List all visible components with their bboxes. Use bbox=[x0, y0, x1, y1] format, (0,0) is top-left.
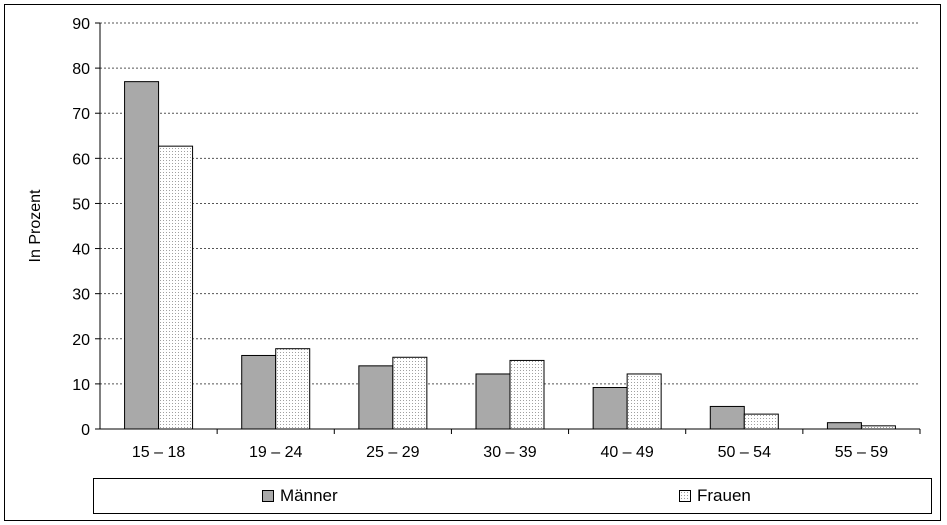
x-tick-label: 50 – 54 bbox=[718, 444, 771, 461]
y-tick-label: 30 bbox=[72, 287, 90, 304]
y-tick-label: 20 bbox=[72, 332, 90, 349]
x-tick-label: 30 – 39 bbox=[483, 444, 536, 461]
bar-frauen bbox=[158, 145, 194, 430]
bar-maenner bbox=[358, 365, 394, 430]
x-axis-ticks: 15 – 18 19 – 24 25 – 29 30 – 39 40 – 49 50 – … bbox=[132, 444, 888, 461]
bar-frauen bbox=[626, 373, 662, 430]
bar-frauen bbox=[743, 413, 779, 430]
grid-lines bbox=[100, 22, 920, 385]
y-tick-label: 0 bbox=[81, 422, 90, 439]
y-tick-label: 80 bbox=[72, 61, 90, 78]
legend: Männer Frauen bbox=[93, 478, 932, 514]
bar-maenner bbox=[241, 354, 277, 430]
bar-frauen bbox=[509, 359, 545, 430]
bar-maenner bbox=[124, 81, 160, 430]
legend-item-frauen: Frauen bbox=[679, 486, 751, 506]
x-tick-label: 15 – 18 bbox=[132, 444, 185, 461]
x-tick-label: 55 – 59 bbox=[835, 444, 888, 461]
legend-swatch-frauen bbox=[679, 490, 691, 502]
bar-frauen bbox=[392, 356, 428, 430]
bar-frauen bbox=[275, 348, 311, 430]
bar-chart: 0 10 20 30 40 50 60 70 80 90 15 – 18 19 – 24 25 – 2… bbox=[27, 16, 921, 461]
bars bbox=[124, 81, 896, 430]
y-tick-label: 10 bbox=[72, 377, 90, 394]
x-tick-label: 25 – 29 bbox=[366, 444, 419, 461]
y-axis-label: In Prozent bbox=[27, 189, 44, 262]
y-axis-ticks: 0 10 20 30 40 50 60 70 80 90 bbox=[72, 16, 90, 439]
y-tick-label: 60 bbox=[72, 151, 90, 168]
x-tick-label: 19 – 24 bbox=[249, 444, 302, 461]
bar-maenner bbox=[592, 386, 628, 430]
legend-label-frauen: Frauen bbox=[697, 486, 751, 505]
y-tick-label: 90 bbox=[72, 16, 90, 33]
axes bbox=[95, 22, 921, 434]
bar-maenner bbox=[826, 422, 862, 430]
bar-maenner bbox=[709, 405, 745, 430]
y-tick-label: 50 bbox=[72, 196, 90, 213]
x-tick-label: 40 – 49 bbox=[600, 444, 653, 461]
legend-label-maenner: Männer bbox=[280, 486, 338, 505]
y-tick-label: 70 bbox=[72, 106, 90, 123]
y-tick-label: 40 bbox=[72, 242, 90, 259]
bar-maenner bbox=[475, 373, 511, 430]
legend-swatch-maenner bbox=[262, 490, 274, 502]
legend-item-maenner: Männer bbox=[262, 486, 338, 506]
